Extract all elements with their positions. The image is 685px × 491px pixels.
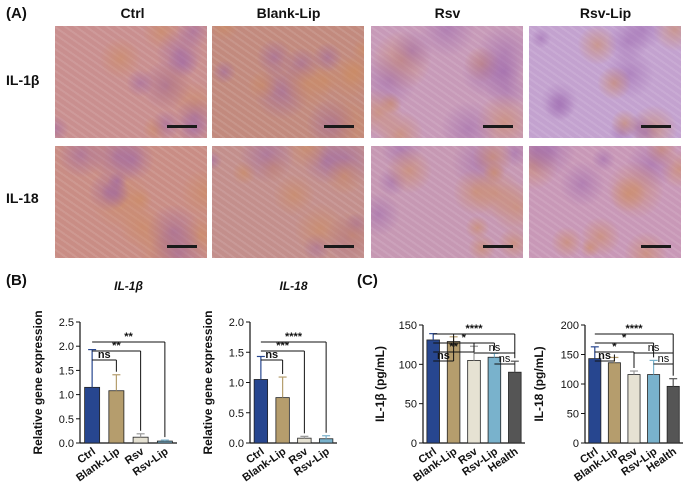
scale-bar	[483, 125, 513, 128]
row-header-il18: IL-18	[6, 190, 39, 206]
scale-bar	[167, 125, 197, 128]
b2-sig-label: ****	[285, 331, 303, 343]
row-header-il1b: IL-1β	[6, 72, 40, 88]
scale-bar	[641, 245, 671, 248]
panel-a-letter: (A)	[6, 5, 27, 22]
column-header-rsv-lip: Rsv-Lip	[579, 5, 632, 21]
c2-y-tick-label: 150	[561, 350, 579, 362]
c2-y-tick-label: 200	[561, 320, 579, 332]
b2-y-tick-label: 1.0	[229, 378, 244, 390]
column-header-blank-lip: Blank-Lip	[256, 5, 321, 21]
b1-y-tick-label: 2.0	[59, 341, 74, 353]
b1-sig-label: ns	[98, 349, 111, 361]
b2-sig-label: ***	[276, 340, 290, 352]
c1-sig-label-secondary: ns	[499, 353, 511, 365]
b1-y-tick-label: 1.0	[59, 390, 74, 402]
c1-y-tick-label: 50	[405, 399, 417, 411]
b1-y-tick-label: 0.5	[59, 414, 74, 426]
c1-bar-health	[508, 371, 522, 444]
c2-y-tick-label: 100	[561, 379, 579, 391]
c2-sig-label: *	[622, 332, 627, 344]
b2-y-tick-label: 0.5	[229, 408, 244, 420]
micrograph-0-0	[55, 26, 207, 138]
c2-y-tick-label: 50	[567, 409, 579, 421]
c1-y-tick-label: 0	[411, 438, 417, 450]
c2-sig-label: ns	[598, 350, 611, 362]
b2-chart-title: IL-18	[279, 279, 307, 293]
b2-sig-label: ns	[265, 349, 278, 361]
micrograph-0-3	[529, 26, 681, 138]
b1-y-axis-label: Relative gene expression	[31, 310, 45, 454]
c2-bar-health	[666, 385, 680, 444]
c2-sig-label: *	[612, 341, 617, 353]
micrograph-0-2	[371, 26, 523, 138]
c1-y-axis-label: IL-1β (pg/mL)	[373, 346, 387, 422]
b1-bar-ctrl	[84, 386, 101, 444]
scale-bar	[483, 245, 513, 248]
b1-chart-title: IL-1β	[114, 279, 143, 293]
b1-y-tick-label: 1.5	[59, 365, 74, 377]
c1-bar-rsv	[467, 359, 481, 444]
scale-bar	[324, 125, 354, 128]
panel-b-letter: (B)	[6, 272, 27, 289]
c1-sig-label: *	[462, 332, 467, 344]
c1-y-tick-label: 100	[399, 359, 417, 371]
micrograph-1-3	[529, 146, 681, 258]
c1-sig-label: ****	[465, 323, 483, 335]
scale-bar	[324, 245, 354, 248]
c1-sig-label: **	[449, 341, 458, 353]
b2-y-tick-label: 0.0	[229, 438, 244, 450]
micrograph-1-2	[371, 146, 523, 258]
micrograph-1-0	[55, 146, 207, 258]
b1-bar-blank-lip	[108, 390, 125, 444]
micrograph-0-1	[212, 26, 364, 138]
c1-sig-label: ns	[437, 350, 450, 362]
c2-sig-label: ****	[625, 323, 643, 335]
c1-sig-label-secondary: ns	[489, 342, 501, 354]
c2-bar-blank-lip	[607, 362, 621, 444]
b2-y-axis-label: Relative gene expression	[201, 310, 215, 454]
scale-bar	[167, 245, 197, 248]
c2-sig-label-secondary: ns	[648, 342, 660, 354]
scale-bar	[641, 125, 671, 128]
c1-y-tick-label: 150	[399, 320, 417, 332]
b1-bar-rsv	[132, 436, 149, 444]
b1-bar-rsv-lip	[156, 440, 173, 444]
b2-x-tick-label-blank-lip: Blank-Lip	[240, 445, 288, 484]
b2-bar-ctrl	[253, 379, 269, 444]
c2-y-axis-label: IL-18 (pg/mL)	[532, 346, 546, 421]
c2-bar-ctrl	[588, 358, 602, 444]
b2-bar-blank-lip	[275, 397, 290, 444]
panel-c-letter: (C)	[357, 272, 378, 289]
b2-y-tick-label: 2.0	[229, 317, 244, 329]
column-header-rsv: Rsv	[434, 5, 461, 21]
b2-y-tick-label: 1.5	[229, 347, 244, 359]
b1-sig-label: **	[124, 331, 133, 343]
b1-y-tick-label: 2.5	[59, 317, 74, 329]
c2-bar-rsv-lip	[647, 374, 661, 444]
c1-bar-rsv-lip	[487, 356, 502, 444]
micrograph-1-1	[212, 146, 364, 258]
b1-y-tick-label: 0.0	[59, 438, 74, 450]
column-header-ctrl: Ctrl	[120, 5, 145, 21]
b1-sig-label: **	[112, 340, 121, 352]
c2-sig-label-secondary: ns	[658, 353, 670, 365]
b2-bar-rsv-lip	[318, 438, 334, 444]
c2-bar-rsv	[627, 374, 641, 444]
c2-y-tick-label: 0	[573, 438, 579, 450]
b2-bar-rsv	[297, 437, 312, 444]
